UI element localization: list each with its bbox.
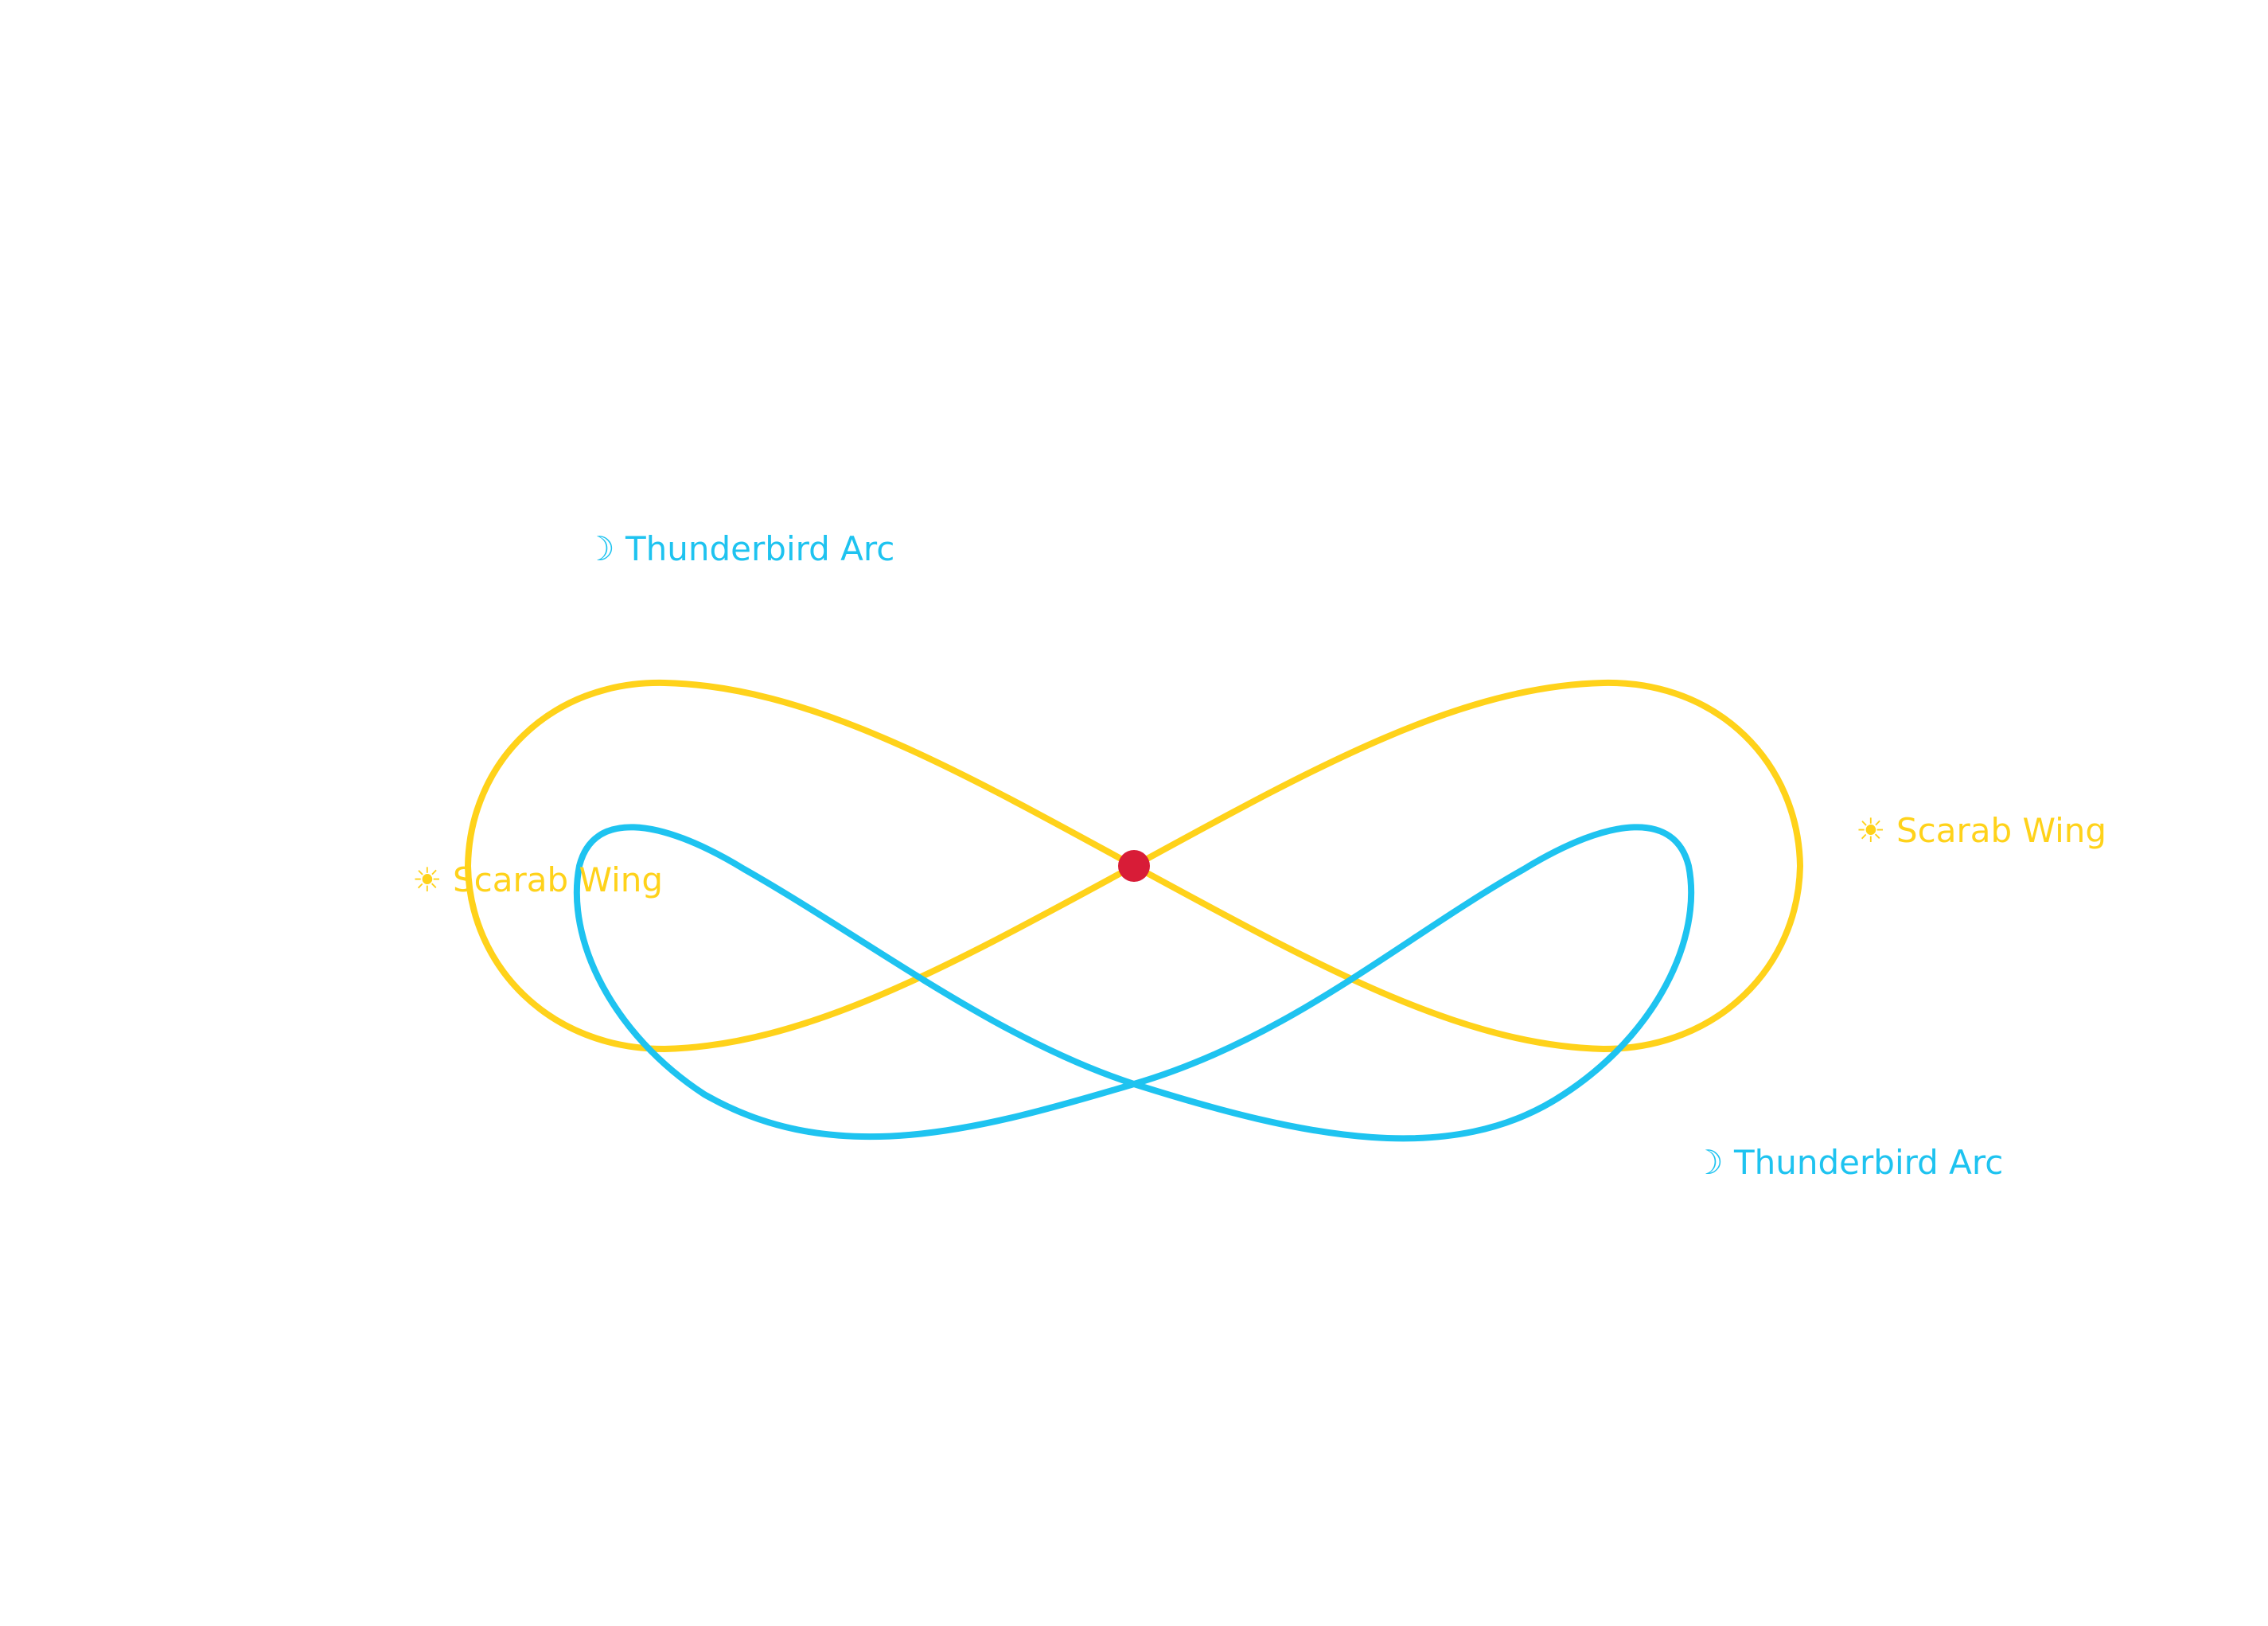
center-crossing-dot [1118,850,1150,882]
scarab-wing-label-left: ☀ Scarab Wing [412,860,663,899]
thunderbird-arc-curve [573,824,1695,1142]
thunderbird-arc-label-bottom: ☽ Thunderbird Arc [1693,1143,2003,1182]
scarab-wing-label-right: ☀ Scarab Wing [1856,811,2106,850]
thunderbird-arc-label-top: ☽ Thunderbird Arc [585,529,894,568]
